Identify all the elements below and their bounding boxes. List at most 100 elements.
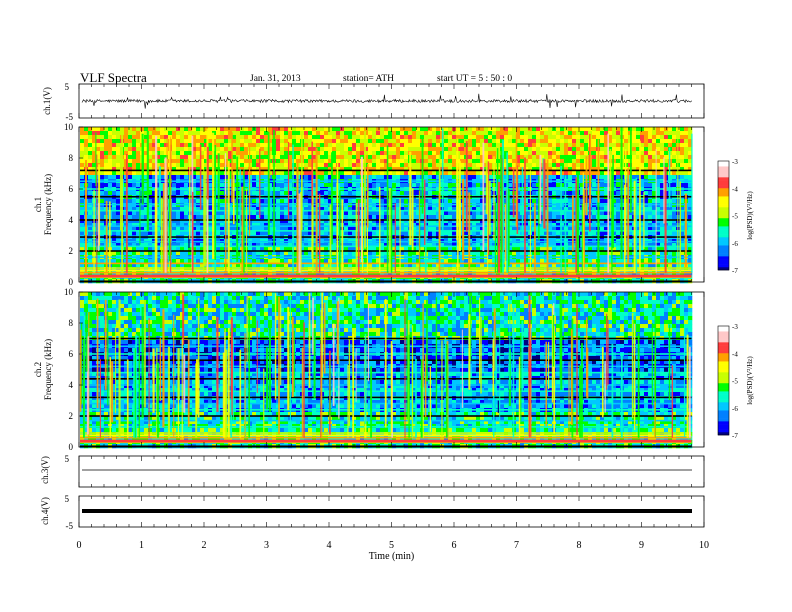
- sferic-streak: [411, 188, 414, 251]
- colorbar-cell: [718, 364, 729, 368]
- sferic-streak: [355, 348, 357, 402]
- colorbar-cell: [718, 326, 729, 330]
- sferic-streak: [538, 175, 540, 241]
- colorbar-cell: [718, 426, 729, 430]
- sferic-streak: [518, 356, 521, 438]
- y-tick-label: 10: [64, 122, 74, 132]
- sferic-streak: [125, 154, 128, 273]
- date-label: Jan. 31, 2013: [250, 74, 301, 84]
- colorbar-cell: [718, 185, 729, 189]
- sferic-streak: [560, 166, 562, 273]
- sferic-streak: [154, 188, 157, 273]
- colorbar-cell: [718, 180, 729, 184]
- sferic-streak: [231, 132, 233, 203]
- sferic-streak: [482, 142, 485, 252]
- colorbar-cell: [718, 394, 729, 398]
- sferic-streak: [248, 297, 250, 438]
- y-tick-label: 6: [69, 349, 74, 359]
- sferic-streak: [212, 132, 215, 259]
- sferic-streak: [524, 157, 526, 273]
- sferic-streak: [683, 327, 686, 437]
- sferic-streak: [633, 323, 636, 431]
- sferic-streak: [611, 166, 613, 273]
- y-tick-label: 5: [65, 454, 70, 464]
- sferic-streak: [679, 181, 682, 273]
- sferic-streak: [364, 333, 367, 425]
- sferic-streak: [529, 170, 531, 273]
- y-tick-label: 0: [69, 277, 74, 287]
- sferic-streak: [601, 346, 604, 418]
- sferic-streak: [528, 352, 531, 438]
- sferic-streak: [88, 312, 90, 438]
- narrowband-line: [80, 432, 692, 434]
- x-tick-label: 6: [452, 540, 457, 551]
- sferic-streak: [160, 197, 163, 273]
- sferic-streak: [435, 297, 438, 413]
- low-frequency-band: [80, 434, 692, 437]
- ch2-frequency-ylabel: ch.2 Frequency (kHz): [33, 339, 53, 400]
- sferic-streak: [684, 193, 687, 268]
- sferic-streak: [663, 157, 665, 224]
- sferic-streak: [493, 308, 496, 371]
- sferic-streak: [225, 349, 228, 438]
- narrowband-line: [80, 225, 692, 227]
- sferic-streak: [156, 347, 158, 438]
- axis-label-line: ch.1: [33, 197, 43, 212]
- colorbar-cell: [718, 212, 729, 216]
- sferic-streak: [582, 172, 584, 273]
- y-tick-label: 2: [69, 411, 74, 421]
- colorbar-cell: [718, 432, 729, 436]
- sferic-streak: [520, 332, 522, 421]
- colorbar-cell: [718, 375, 729, 379]
- sferic-streak: [134, 348, 136, 438]
- sferic-streak: [686, 334, 689, 438]
- colorbar-cell: [718, 226, 729, 230]
- colorbar-cell: [718, 215, 729, 219]
- sferic-streak: [361, 177, 364, 273]
- sferic-streak: [499, 327, 501, 431]
- colorbar-cell: [718, 199, 729, 203]
- sferic-streak: [576, 174, 579, 273]
- sferic-streak: [364, 130, 366, 249]
- sferic-streak: [256, 320, 258, 394]
- sferic-streak: [553, 326, 556, 434]
- sferic-streak: [421, 137, 424, 214]
- sferic-streak: [214, 144, 217, 260]
- colorbar-cell: [718, 161, 729, 165]
- colorbar-cell: [718, 201, 729, 205]
- sferic-streak: [301, 347, 304, 438]
- sferic-streak: [246, 296, 248, 362]
- sferic-streak: [263, 368, 265, 438]
- colorbar-cell: [718, 237, 729, 241]
- ch2-spectrogram-image: [79, 292, 693, 449]
- sferic-streak: [338, 322, 340, 378]
- sferic-streak: [157, 362, 159, 438]
- sferic-streak: [163, 349, 165, 403]
- start-time-label: start UT = 5 : 50 : 0: [437, 74, 513, 84]
- x-tick-label: 8: [577, 540, 582, 551]
- sferic-streak: [217, 153, 220, 211]
- sferic-streak: [655, 149, 657, 273]
- sferic-streak: [597, 194, 600, 273]
- sferic-streak: [367, 303, 369, 382]
- sferic-streak: [583, 188, 585, 268]
- sferic-streak: [321, 292, 323, 377]
- colorbar-cell: [718, 220, 729, 224]
- narrowband-line: [80, 188, 692, 190]
- sferic-streak: [126, 359, 129, 438]
- sferic-streak: [142, 139, 144, 189]
- sferic-streak: [528, 295, 531, 384]
- sferic-streak: [182, 294, 185, 345]
- axis-label-line: ch.2: [33, 362, 43, 377]
- sferic-streak: [308, 293, 311, 388]
- sferic-streak: [329, 204, 332, 273]
- sferic-streak: [631, 313, 634, 419]
- sferic-streak: [409, 151, 412, 246]
- colorbar-cell: [718, 248, 729, 252]
- sferic-streak: [521, 166, 524, 235]
- sferic-streak: [488, 180, 491, 235]
- sferic-streak: [501, 139, 504, 273]
- sferic-streak: [183, 354, 186, 413]
- sferic-streak: [339, 190, 341, 273]
- sferic-streak: [668, 324, 671, 401]
